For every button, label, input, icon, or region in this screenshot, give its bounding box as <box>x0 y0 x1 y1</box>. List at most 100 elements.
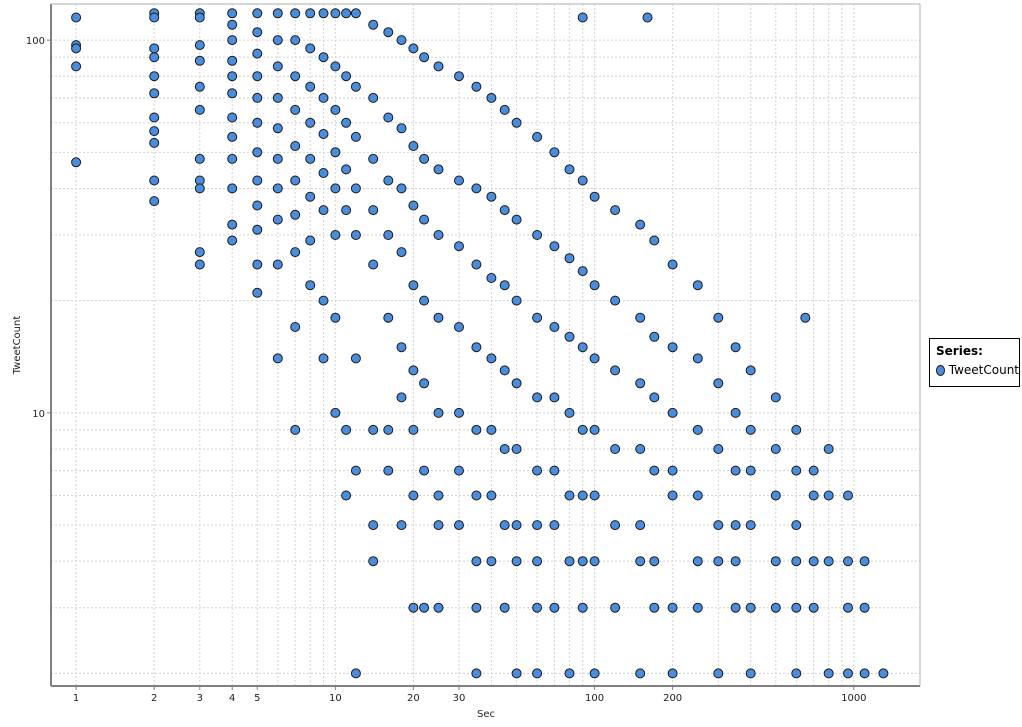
data-point <box>290 247 301 258</box>
x-tick-label: 10 <box>329 693 342 704</box>
data-point <box>341 8 352 19</box>
data-point <box>770 392 781 403</box>
data-point <box>194 12 205 23</box>
data-point <box>396 247 407 258</box>
data-point <box>149 52 160 63</box>
data-point <box>454 322 464 332</box>
data-point <box>667 465 678 476</box>
data-point <box>330 104 341 115</box>
data-point <box>745 424 756 435</box>
data-point <box>770 490 781 501</box>
data-point <box>194 55 205 66</box>
data-point <box>350 353 361 364</box>
data-point <box>549 602 560 613</box>
data-point <box>610 205 621 216</box>
data-point <box>194 259 205 270</box>
data-point <box>194 81 205 92</box>
data-point <box>408 602 419 613</box>
data-point <box>227 71 238 82</box>
data-point <box>610 295 621 306</box>
data-point <box>272 123 283 134</box>
data-point <box>577 602 588 613</box>
data-point <box>318 52 329 63</box>
data-point <box>252 287 263 298</box>
data-point <box>194 40 205 51</box>
data-point <box>486 353 497 364</box>
data-point <box>227 8 238 19</box>
data-point <box>194 153 205 164</box>
data-point <box>149 88 160 99</box>
data-point <box>227 131 238 142</box>
data-point <box>667 490 678 501</box>
data-point <box>511 378 522 389</box>
data-point <box>667 668 678 679</box>
data-point <box>272 153 283 164</box>
data-point <box>272 353 283 364</box>
data-point <box>564 164 575 175</box>
legend-marker-icon <box>936 364 945 376</box>
x-tick-label: 20 <box>407 693 420 704</box>
data-point <box>471 668 482 679</box>
legend: Series: TweetCount <box>929 338 1020 387</box>
data-point <box>532 312 543 323</box>
data-point <box>149 112 160 123</box>
data-point <box>368 19 379 30</box>
data-point <box>610 444 621 454</box>
data-point <box>577 175 588 186</box>
data-point <box>290 8 301 19</box>
plot-background <box>51 4 920 686</box>
data-point <box>692 280 703 291</box>
data-point <box>635 312 646 323</box>
data-point <box>290 104 301 115</box>
data-point <box>486 191 497 202</box>
data-point <box>564 407 575 418</box>
data-point <box>454 520 464 531</box>
data-point <box>227 55 238 66</box>
data-point <box>713 556 724 567</box>
data-point <box>290 71 301 82</box>
data-point <box>383 424 394 435</box>
data-points <box>71 8 889 679</box>
data-point <box>859 602 870 613</box>
data-point <box>532 556 543 567</box>
data-point <box>305 43 316 54</box>
data-point <box>252 92 263 103</box>
data-point <box>71 157 82 168</box>
data-point <box>770 444 781 454</box>
data-point <box>532 602 543 613</box>
data-point <box>368 205 379 216</box>
x-tick-label: 2 <box>151 693 157 704</box>
data-point <box>194 247 205 258</box>
legend-item-label: TweetCount <box>948 363 1019 377</box>
data-point <box>564 490 575 501</box>
data-point <box>290 424 301 435</box>
data-point <box>730 556 741 567</box>
data-point <box>252 147 263 158</box>
data-point <box>642 12 653 23</box>
data-point <box>290 209 301 220</box>
data-point <box>227 19 238 30</box>
data-point <box>471 602 482 613</box>
data-point <box>532 465 543 476</box>
data-point <box>649 331 660 342</box>
data-point <box>486 273 497 283</box>
data-point <box>350 131 361 142</box>
data-point <box>272 8 283 19</box>
data-point <box>577 342 588 353</box>
data-point <box>511 520 522 531</box>
data-point <box>350 183 361 194</box>
x-tick-label: 1 <box>73 693 79 704</box>
data-point <box>454 71 464 82</box>
data-point <box>808 602 819 613</box>
data-point <box>305 8 316 19</box>
data-point <box>149 12 160 23</box>
data-point <box>549 241 560 252</box>
axes <box>50 3 921 687</box>
x-tick-label: 100 <box>585 693 604 704</box>
data-point <box>350 81 361 92</box>
data-point <box>635 444 646 454</box>
data-point <box>692 602 703 613</box>
data-point <box>433 61 444 72</box>
y-tick-labels: 10 100 <box>26 36 51 420</box>
